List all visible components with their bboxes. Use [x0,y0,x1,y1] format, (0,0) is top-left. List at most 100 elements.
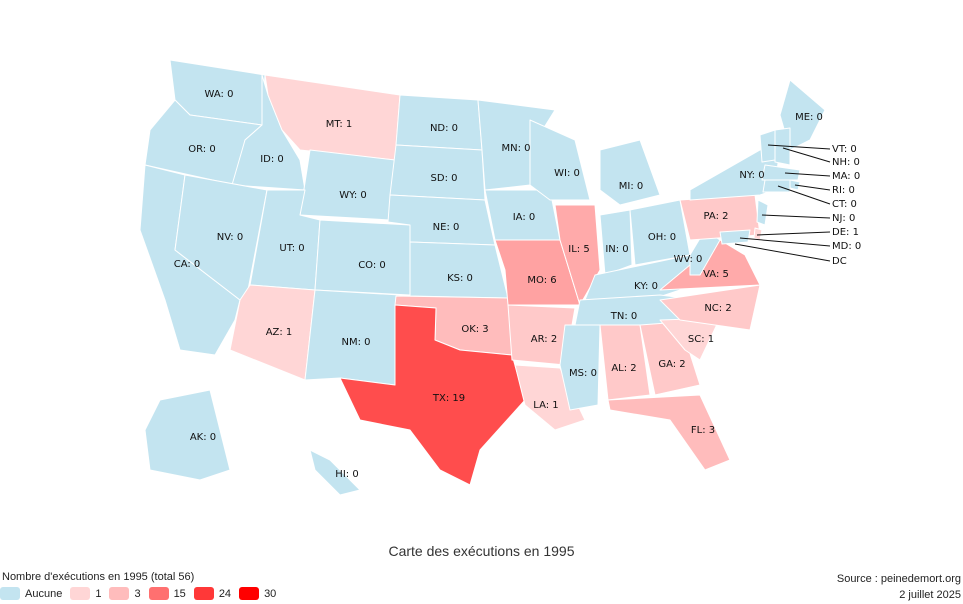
state-label-ia: IA: 0 [513,212,536,223]
state-vt [759,129,776,163]
state-label-vt: VT: 0 [832,144,857,155]
state-label-mo: MO: 6 [527,275,556,286]
legend-swatch [0,587,20,600]
state-label-la: LA: 1 [533,400,558,411]
state-mi [599,139,661,206]
source-info: Source : peinedemort.org 2 juillet 2025 [837,571,961,603]
leader-line-ct [777,185,831,205]
state-label-mi: MI: 0 [619,181,644,192]
state-label-nd: ND: 0 [430,123,458,134]
state-ct [762,179,791,193]
legend-label: 3 [134,587,141,600]
state-label-pa: PA: 2 [704,211,729,222]
source-text: Source : peinedemort.org [836,573,961,585]
state-ak [144,389,231,481]
state-la [514,364,586,431]
legend-swatch [239,587,260,600]
state-label-ca: CA: 0 [174,259,201,270]
legend-label: 15 [173,587,186,600]
state-label-nj: NJ: 0 [832,213,855,224]
state-label-nm: NM: 0 [341,337,370,348]
legend-item: 30 [239,587,276,600]
state-label-in: IN: 0 [605,244,628,255]
legend-swatch [70,587,91,600]
state-label-ut: UT: 0 [279,243,304,254]
state-label-ga: GA: 2 [658,359,685,370]
state-label-wi: WI: 0 [554,168,580,179]
legend-label: 30 [264,587,277,600]
state-label-nh: NH: 0 [832,157,860,168]
legend-swatch [148,587,169,600]
state-az [229,284,316,381]
state-label-il: IL: 5 [568,244,589,255]
state-label-or: OR: 0 [188,144,215,155]
state-label-ok: OK: 3 [461,324,488,335]
state-label-id: ID: 0 [260,154,284,165]
legend: Aucune 1 3 15 24 30 [0,587,284,600]
state-fl [607,394,731,471]
state-label-sc: SC: 1 [688,334,714,345]
state-label-wa: WA: 0 [205,89,234,100]
state-wy [299,149,396,221]
leader-line-de [756,231,831,236]
state-label-al: AL: 2 [611,363,636,374]
legend-item: 1 [70,587,101,600]
legend-label: 1 [95,587,102,600]
us-states-map: WA: 0 OR: 0 CA: 0 ID: 0 NV: 0 MT: 1 WY: 0 UT: 0… [139,59,861,496]
state-label-tx: TX: 19 [432,393,465,404]
state-label-mn: MN: 0 [501,143,530,154]
state-label-md: MD: 0 [832,241,861,252]
state-label-fl: FL: 3 [691,425,715,436]
source-date: 2 juillet 2025 [899,589,961,601]
state-label-nv: NV: 0 [217,232,243,243]
state-label-ma: MA: 0 [832,171,860,182]
state-ks [409,241,509,299]
legend-label: 24 [218,587,232,600]
state-nj [756,199,769,226]
state-label-me: ME: 0 [795,112,823,123]
state-label-ak: AK: 0 [190,432,216,443]
state-label-ne: NE: 0 [433,222,460,233]
state-label-ny: NY: 0 [739,170,764,181]
state-label-sd: SD: 0 [431,173,458,184]
legend-item: Aucune [0,587,62,600]
state-in [599,209,633,276]
legend-swatch [109,587,130,600]
state-label-nc: NC: 2 [704,303,731,314]
leader-line-nj [761,214,831,219]
legend-item: 15 [148,587,186,600]
legend-swatch [193,587,214,600]
state-nc [659,284,761,331]
state-wi [529,119,591,201]
state-label-wv: WV: 0 [674,254,703,265]
state-label-ky: KY: 0 [634,281,658,292]
state-label-az: AZ: 1 [266,327,293,338]
state-me [779,79,826,151]
state-mo [494,239,581,306]
state-nh [774,127,791,166]
leader-line-vt [767,144,831,150]
state-label-de: DE: 1 [832,227,859,238]
state-md [719,229,751,245]
legend-label: Aucune [25,587,63,600]
state-label-ct: CT: 0 [832,199,857,210]
state-label-ks: KS: 0 [447,273,473,284]
state-ma [761,164,801,181]
state-label-mt: MT: 1 [326,119,353,130]
state-label-wy: WY: 0 [339,190,367,201]
state-label-ms: MS: 0 [569,368,597,379]
legend-item: 24 [193,587,232,600]
state-label-ar: AR: 2 [531,334,557,345]
map-title: Carte des exécutions en 1995 [388,543,575,559]
state-label-co: CO: 0 [358,260,386,271]
state-label-hi: HI: 0 [335,469,358,480]
leader-line-nh [782,147,831,163]
state-label-va: VA: 5 [703,269,729,280]
leader-line-ma [784,172,831,177]
state-ms [559,324,601,411]
state-co [314,219,411,296]
state-al [599,324,651,401]
state-de [753,227,763,241]
state-tx [339,304,526,486]
state-label-dc: DC [832,256,847,267]
